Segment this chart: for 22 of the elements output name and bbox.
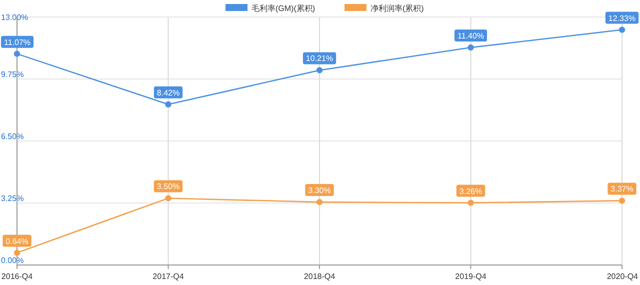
data-label: 8.42% (156, 88, 180, 98)
legend-label: 净利润率(累积) (370, 4, 424, 13)
data-label: 12.33% (608, 14, 636, 23)
x-tick-label: 2016-Q4 (1, 272, 34, 281)
x-tick-label: 2018-Q4 (304, 272, 336, 281)
data-label: 3.30% (308, 186, 331, 196)
data-label: 11.40% (457, 32, 484, 41)
x-tick-label: 2019-Q4 (455, 272, 487, 281)
data-label: 3.50% (156, 182, 180, 192)
y-tick-label: 9.75% (1, 70, 24, 79)
data-label: 3.26% (459, 186, 482, 196)
y-tick-label: 0.00% (1, 256, 24, 265)
data-label: 10.21% (306, 54, 334, 64)
data-label: 3.37% (610, 184, 634, 194)
x-tick-label: 2020-Q4 (606, 272, 639, 281)
y-tick-label: 6.50% (1, 132, 24, 141)
y-tick-label: 13.00% (1, 13, 28, 22)
x-tick-label: 2017-Q4 (152, 272, 184, 281)
data-label: 11.07% (4, 38, 31, 47)
data-label: 0.64% (6, 236, 28, 246)
y-tick-label: 3.25% (1, 194, 24, 203)
legend-label: 毛利率(GM)(累积) (252, 4, 316, 13)
